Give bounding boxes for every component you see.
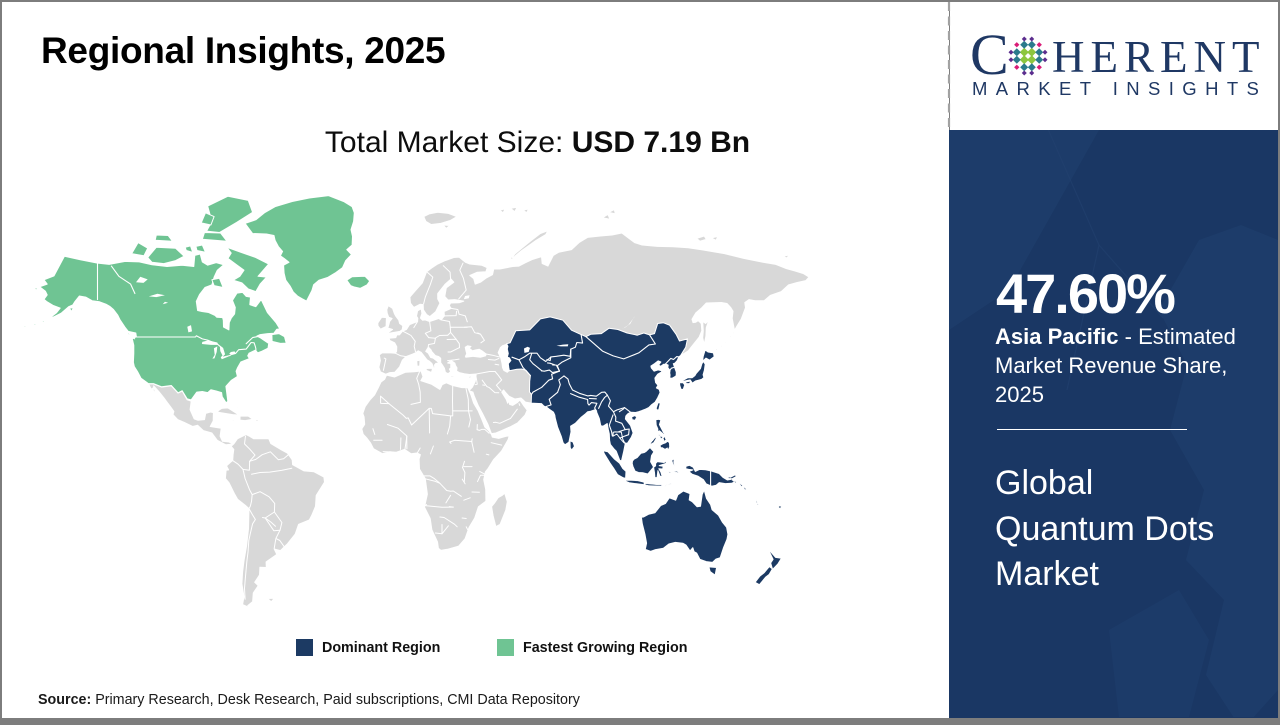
svg-text:HERENT: HERENT <box>1052 32 1265 82</box>
svg-text:MARKET INSIGHTS: MARKET INSIGHTS <box>972 78 1267 99</box>
svg-text:C: C <box>970 22 1009 87</box>
